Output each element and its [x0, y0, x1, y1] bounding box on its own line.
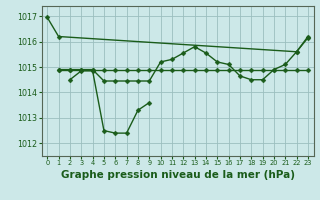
X-axis label: Graphe pression niveau de la mer (hPa): Graphe pression niveau de la mer (hPa) — [60, 170, 295, 180]
